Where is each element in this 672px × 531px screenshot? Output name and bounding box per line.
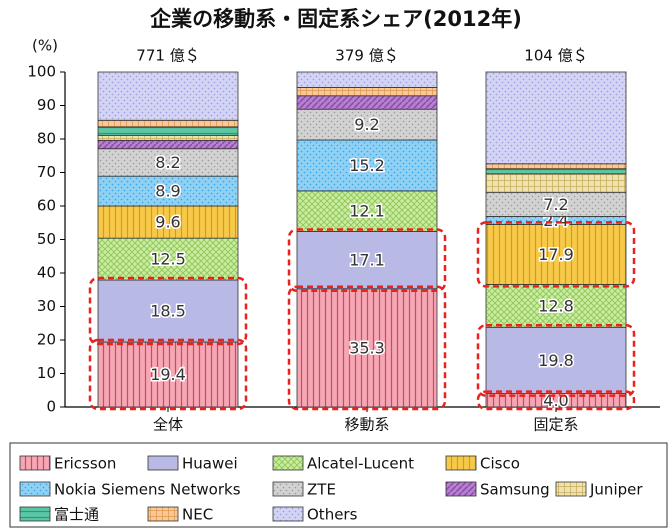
- bar-segment: [296, 139, 438, 192]
- bar-total: 379 億＄: [335, 47, 398, 65]
- bar-segment: [296, 71, 438, 88]
- legend-swatch: [19, 506, 51, 522]
- highlight-box: [88, 276, 248, 346]
- bar-total: 771 億＄: [136, 47, 199, 65]
- bar-segment: [485, 163, 627, 170]
- y-tick-label: 0: [46, 398, 56, 416]
- data-label: 9.6: [155, 213, 180, 232]
- bar-segment: [485, 283, 627, 328]
- y-tick-label: 40: [37, 264, 56, 282]
- highlight-box: [287, 285, 447, 411]
- bar-segment: [485, 168, 627, 175]
- bar-segment: [97, 139, 239, 150]
- bar-segment: [485, 191, 627, 217]
- bar-segment: [485, 71, 627, 165]
- data-label: 8.9: [155, 182, 180, 201]
- data-label: 19.4: [150, 365, 186, 384]
- y-tick-label: 20: [37, 331, 56, 349]
- legend-swatch: [272, 506, 304, 522]
- bar-segment: [296, 288, 438, 408]
- legend-label: 富士通: [54, 506, 99, 524]
- y-tick-label: 90: [37, 96, 56, 114]
- bar-segment: [97, 134, 239, 141]
- data-label: 9.2: [354, 115, 379, 134]
- bar-segment: [296, 190, 438, 232]
- bar-segment: [97, 237, 239, 281]
- bar-segment: [97, 71, 239, 121]
- legend-label: Samsung: [480, 481, 550, 499]
- y-tick-label: 80: [37, 130, 56, 148]
- data-label: 8.2: [155, 153, 180, 172]
- bar-segment: [97, 205, 239, 239]
- bar-segment: [296, 108, 438, 141]
- highlight-box: [476, 221, 636, 288]
- data-label: 17.9: [538, 245, 574, 264]
- data-label: 19.8: [538, 351, 574, 370]
- legend-label: Nokia Siemens Networks: [54, 481, 241, 499]
- data-label: 17.1: [349, 251, 385, 270]
- y-tick-label: 30: [37, 297, 56, 315]
- legend-swatch: [272, 481, 304, 497]
- legend-label: Others: [307, 506, 358, 524]
- legend-swatch: [147, 455, 179, 471]
- data-label: 15.2: [349, 156, 385, 175]
- legend-swatch: [445, 455, 477, 471]
- data-label: 12.1: [349, 202, 385, 221]
- y-tick-label: 10: [37, 364, 56, 382]
- legend-swatch: [147, 506, 179, 522]
- x-tick-label: 全体: [153, 416, 183, 434]
- highlight-box: [476, 324, 636, 397]
- bar-segment: [296, 95, 438, 110]
- bar-segment: [97, 341, 239, 408]
- legend-swatch: [19, 481, 51, 497]
- y-tick-label: 70: [37, 163, 56, 181]
- bar-segment: [296, 87, 438, 97]
- bar-segment: [97, 119, 239, 128]
- y-tick-label: 60: [37, 197, 56, 215]
- legend-label: Alcatel-Lucent: [307, 455, 414, 473]
- bar-segment: [97, 126, 239, 136]
- highlight-box: [88, 338, 248, 411]
- legend-label: Cisco: [480, 455, 520, 473]
- legend-label: Juniper: [589, 481, 643, 499]
- legend-label: Huawei: [182, 455, 238, 473]
- legend-box: [9, 442, 668, 528]
- highlight-box: [287, 228, 447, 292]
- bar-segment: [485, 326, 627, 394]
- x-tick-label: 移動系: [344, 416, 389, 434]
- legend-label: NEC: [182, 506, 213, 524]
- y-axis-label: (%): [32, 37, 58, 55]
- bar-segment: [485, 173, 627, 193]
- x-tick-label: 固定系: [533, 416, 578, 434]
- bar-segment: [97, 279, 239, 343]
- y-tick-label: 100: [27, 63, 56, 81]
- legend-swatch: [555, 481, 587, 497]
- legend-swatch: [272, 455, 304, 471]
- legend-swatch: [445, 481, 477, 497]
- data-label: 18.5: [150, 302, 186, 321]
- data-label: 12.8: [538, 296, 574, 315]
- bar-segment: [485, 224, 627, 285]
- legend-label: Ericsson: [54, 455, 116, 473]
- data-label: 35.3: [349, 338, 385, 357]
- highlight-box: [476, 390, 636, 411]
- legend-label: ZTE: [307, 481, 336, 499]
- y-tick-label: 50: [37, 230, 56, 248]
- chart-title: 企業の移動系・固定系シェア(2012年): [149, 7, 522, 31]
- bar-total: 104 億＄: [524, 47, 587, 65]
- data-label: 12.5: [150, 250, 186, 269]
- legend-swatch: [19, 455, 51, 471]
- data-label: 7.2: [543, 195, 568, 214]
